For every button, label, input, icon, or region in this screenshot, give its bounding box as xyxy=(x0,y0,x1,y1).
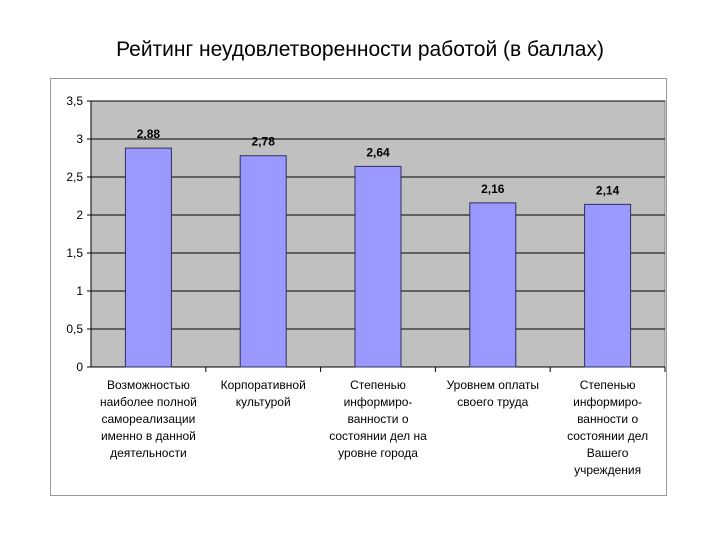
y-tick-label: 0 xyxy=(76,360,83,374)
x-tick-label-line: Степенью xyxy=(580,378,636,392)
x-tick-label-line: именно в данной xyxy=(101,429,196,443)
y-tick-label: 1 xyxy=(76,284,83,298)
x-tick-label-line: информиро- xyxy=(573,395,642,409)
data-label: 2,16 xyxy=(481,182,505,196)
x-tick-label-line: Степенью xyxy=(350,378,406,392)
bar xyxy=(469,202,517,368)
x-tick-label-line: состоянии дел на xyxy=(329,429,427,443)
data-label: 2,78 xyxy=(252,135,276,149)
data-label: 2,14 xyxy=(596,183,620,197)
x-tick-label-line: уровне города xyxy=(338,446,418,460)
x-tick-label-line: своего труда xyxy=(457,395,528,409)
x-tick-label: Степенью информиро-ванности о состоянии де… xyxy=(567,378,648,477)
x-tick-label-line: Возможностью xyxy=(107,378,190,392)
x-tick-label-line: деятельности xyxy=(110,446,187,460)
y-tick-label: 2,5 xyxy=(66,170,83,184)
x-tick-label-line: наиболее полной xyxy=(100,395,197,409)
y-tick-label: 1,5 xyxy=(66,246,83,260)
x-tick-label-line: Корпоративной xyxy=(221,378,306,392)
x-tick-label-line: культурой xyxy=(236,395,291,409)
data-label: 2,64 xyxy=(366,145,390,159)
data-label: 2,88 xyxy=(137,127,161,141)
x-tick-label-line: учреждения xyxy=(574,463,641,477)
x-tick-label-line: Уровнем оплаты xyxy=(447,378,539,392)
x-tick-label-line: ванности о xyxy=(347,412,408,426)
x-tick-label: Степенью информиро-ванности о состоянии де… xyxy=(329,378,427,460)
x-tick-label: Возможностью наиболее полной самореализаци… xyxy=(100,378,197,460)
x-tick-label-line: информиро- xyxy=(344,395,413,409)
x-tick-label: Корпоративной культурой xyxy=(221,378,306,409)
x-tick-label-line: Вашего xyxy=(587,446,629,460)
y-tick-label: 3 xyxy=(76,132,83,146)
x-tick-label-line: состоянии дел xyxy=(567,429,648,443)
bar xyxy=(239,155,287,368)
bar xyxy=(354,165,402,368)
y-tick-label: 2 xyxy=(76,208,83,222)
x-tick-label-line: самореализации xyxy=(102,412,196,426)
x-tick-label-line: ванности о xyxy=(577,412,638,426)
bar xyxy=(584,203,632,368)
page-title: Рейтинг неудовлетворенности работой (в б… xyxy=(116,38,604,61)
bar xyxy=(124,147,172,368)
x-tick-label: Уровнем оплаты своего труда xyxy=(447,378,539,409)
y-tick-label: 0,5 xyxy=(66,322,83,336)
y-tick-label: 3,5 xyxy=(66,94,83,108)
